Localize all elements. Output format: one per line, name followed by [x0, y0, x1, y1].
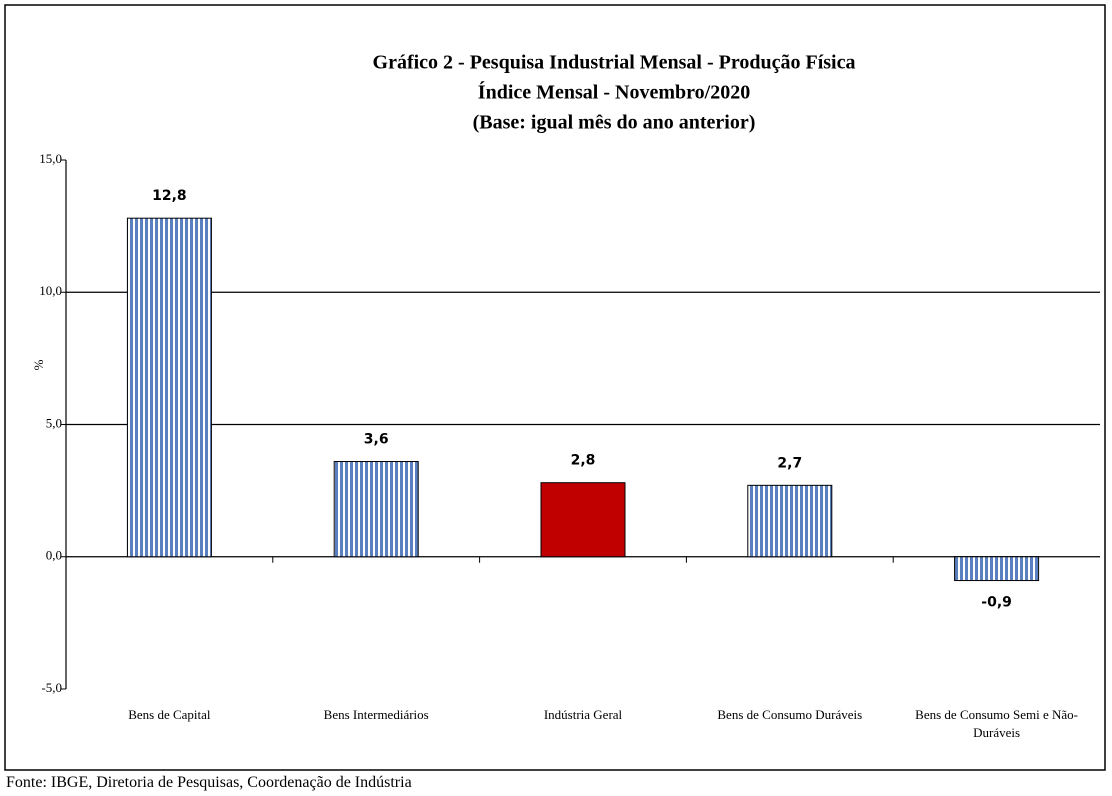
- x-tick-label: Bens de Capital: [128, 707, 211, 722]
- x-tick-label: Bens de Consumo Duráveis: [717, 707, 863, 722]
- bar: [333, 461, 419, 558]
- chart-title: (Base: igual mês do ano anterior): [473, 112, 756, 134]
- source: Fonte: IBGE, Diretoria de Pesquisas, Coo…: [6, 774, 412, 791]
- data-label: -0,9: [981, 595, 1012, 611]
- data-label: 2,8: [571, 453, 596, 469]
- data-label: 2,7: [777, 455, 802, 471]
- bar: [126, 217, 212, 558]
- chart-title: Índice Mensal - Novembro/2020: [478, 81, 750, 104]
- y-tick-label: 15,0: [39, 151, 62, 166]
- data-label: 12,8: [152, 188, 187, 204]
- y-tick-label: -5,0: [41, 680, 62, 695]
- x-tick-label: Indústria Geral: [543, 707, 623, 722]
- x-tick-label: Bens de Consumo Semi e Não-Duráveis: [915, 707, 1079, 740]
- y-tick-label: 10,0: [39, 283, 62, 298]
- y-tick-label: 5,0: [46, 415, 62, 430]
- data-label: 3,6: [364, 432, 389, 448]
- bar: [747, 484, 833, 558]
- chart-title: Gráfico 2 - Pesquisa Industrial Mensal -…: [373, 52, 856, 74]
- bar: [954, 556, 1040, 582]
- bar: [540, 482, 626, 558]
- y-tick-label: 0,0: [46, 548, 62, 563]
- chart-border: [4, 4, 1106, 771]
- x-tick-label: Bens Intermediários: [323, 707, 429, 722]
- y-axis-label: %: [31, 359, 46, 370]
